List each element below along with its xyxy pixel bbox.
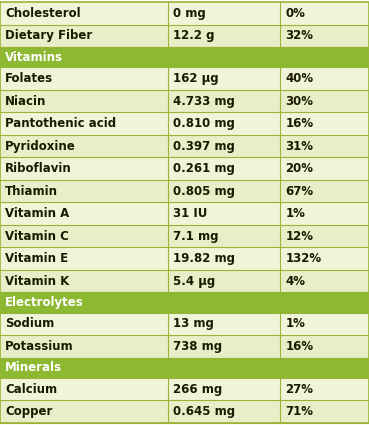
Bar (0, 135, 369, 157)
Text: 1%: 1% (286, 317, 305, 331)
Text: 4.733 mg: 4.733 mg (173, 94, 235, 108)
Bar (0, 225, 369, 247)
Text: Vitamin C: Vitamin C (5, 230, 69, 243)
Bar (0, 180, 369, 202)
Text: 71%: 71% (286, 405, 313, 418)
Text: 19.82 mg: 19.82 mg (173, 252, 235, 265)
Text: 0 mg: 0 mg (173, 7, 206, 20)
Bar (0, 270, 369, 292)
Text: 0.397 mg: 0.397 mg (173, 139, 235, 153)
Bar (0, 335, 369, 358)
Bar (0, 400, 369, 423)
Bar (0, 157, 369, 180)
Text: 132%: 132% (286, 252, 321, 265)
Text: 1%: 1% (286, 207, 305, 220)
Text: Potassium: Potassium (5, 340, 74, 353)
Text: 0.645 mg: 0.645 mg (173, 405, 235, 418)
Text: 20%: 20% (286, 162, 313, 175)
Bar (0, 112, 369, 135)
Text: Calcium: Calcium (5, 383, 57, 396)
Bar (0, 247, 369, 270)
Text: Cholesterol: Cholesterol (5, 7, 80, 20)
Text: 162 μg: 162 μg (173, 72, 218, 85)
Text: Dietary Fiber: Dietary Fiber (5, 29, 92, 42)
Text: Thiamin: Thiamin (5, 184, 58, 198)
Bar (0, 47, 369, 67)
Text: Electrolytes: Electrolytes (5, 296, 84, 309)
Text: Vitamin K: Vitamin K (5, 275, 69, 288)
Text: 16%: 16% (286, 340, 314, 353)
Text: 7.1 mg: 7.1 mg (173, 230, 218, 243)
Text: 0%: 0% (286, 7, 305, 20)
Text: 27%: 27% (286, 383, 313, 396)
Text: 31%: 31% (286, 139, 313, 153)
Text: Niacin: Niacin (5, 94, 46, 108)
Text: 266 mg: 266 mg (173, 383, 222, 396)
Bar (0, 67, 369, 90)
Text: Pyridoxine: Pyridoxine (5, 139, 76, 153)
Text: 12%: 12% (286, 230, 313, 243)
Text: 67%: 67% (286, 184, 314, 198)
Text: 4%: 4% (286, 275, 306, 288)
Text: Vitamin E: Vitamin E (5, 252, 68, 265)
Text: 5.4 μg: 5.4 μg (173, 275, 215, 288)
Bar (0, 378, 369, 400)
Text: 738 mg: 738 mg (173, 340, 222, 353)
Text: Vitamin A: Vitamin A (5, 207, 69, 220)
Text: 16%: 16% (286, 117, 314, 130)
Bar (0, 292, 369, 313)
Bar (0, 2, 369, 25)
Text: Riboflavin: Riboflavin (5, 162, 72, 175)
Text: Sodium: Sodium (5, 317, 54, 331)
Bar (0, 25, 369, 47)
Text: Minerals: Minerals (5, 361, 62, 374)
Text: 0.810 mg: 0.810 mg (173, 117, 235, 130)
Text: 12.2 g: 12.2 g (173, 29, 214, 42)
Text: Folates: Folates (5, 72, 53, 85)
Text: Pantothenic acid: Pantothenic acid (5, 117, 116, 130)
Bar (0, 202, 369, 225)
Text: 0.261 mg: 0.261 mg (173, 162, 235, 175)
Text: 32%: 32% (286, 29, 313, 42)
Bar (0, 313, 369, 335)
Text: 0.805 mg: 0.805 mg (173, 184, 235, 198)
Text: 31 IU: 31 IU (173, 207, 207, 220)
Bar (0, 358, 369, 378)
Text: 30%: 30% (286, 94, 313, 108)
Text: 13 mg: 13 mg (173, 317, 214, 331)
Bar (0, 90, 369, 112)
Text: 40%: 40% (286, 72, 314, 85)
Text: Vitamins: Vitamins (5, 51, 63, 64)
Text: Copper: Copper (5, 405, 52, 418)
